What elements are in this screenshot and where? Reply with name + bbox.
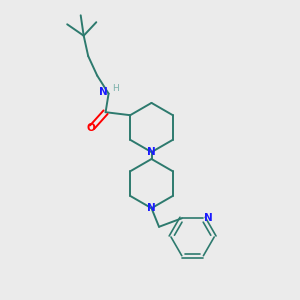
- Text: N: N: [99, 87, 108, 97]
- Text: N: N: [204, 213, 213, 223]
- Text: N: N: [146, 147, 155, 157]
- Text: H: H: [112, 84, 119, 93]
- Text: N: N: [146, 203, 155, 213]
- Text: O: O: [86, 123, 95, 133]
